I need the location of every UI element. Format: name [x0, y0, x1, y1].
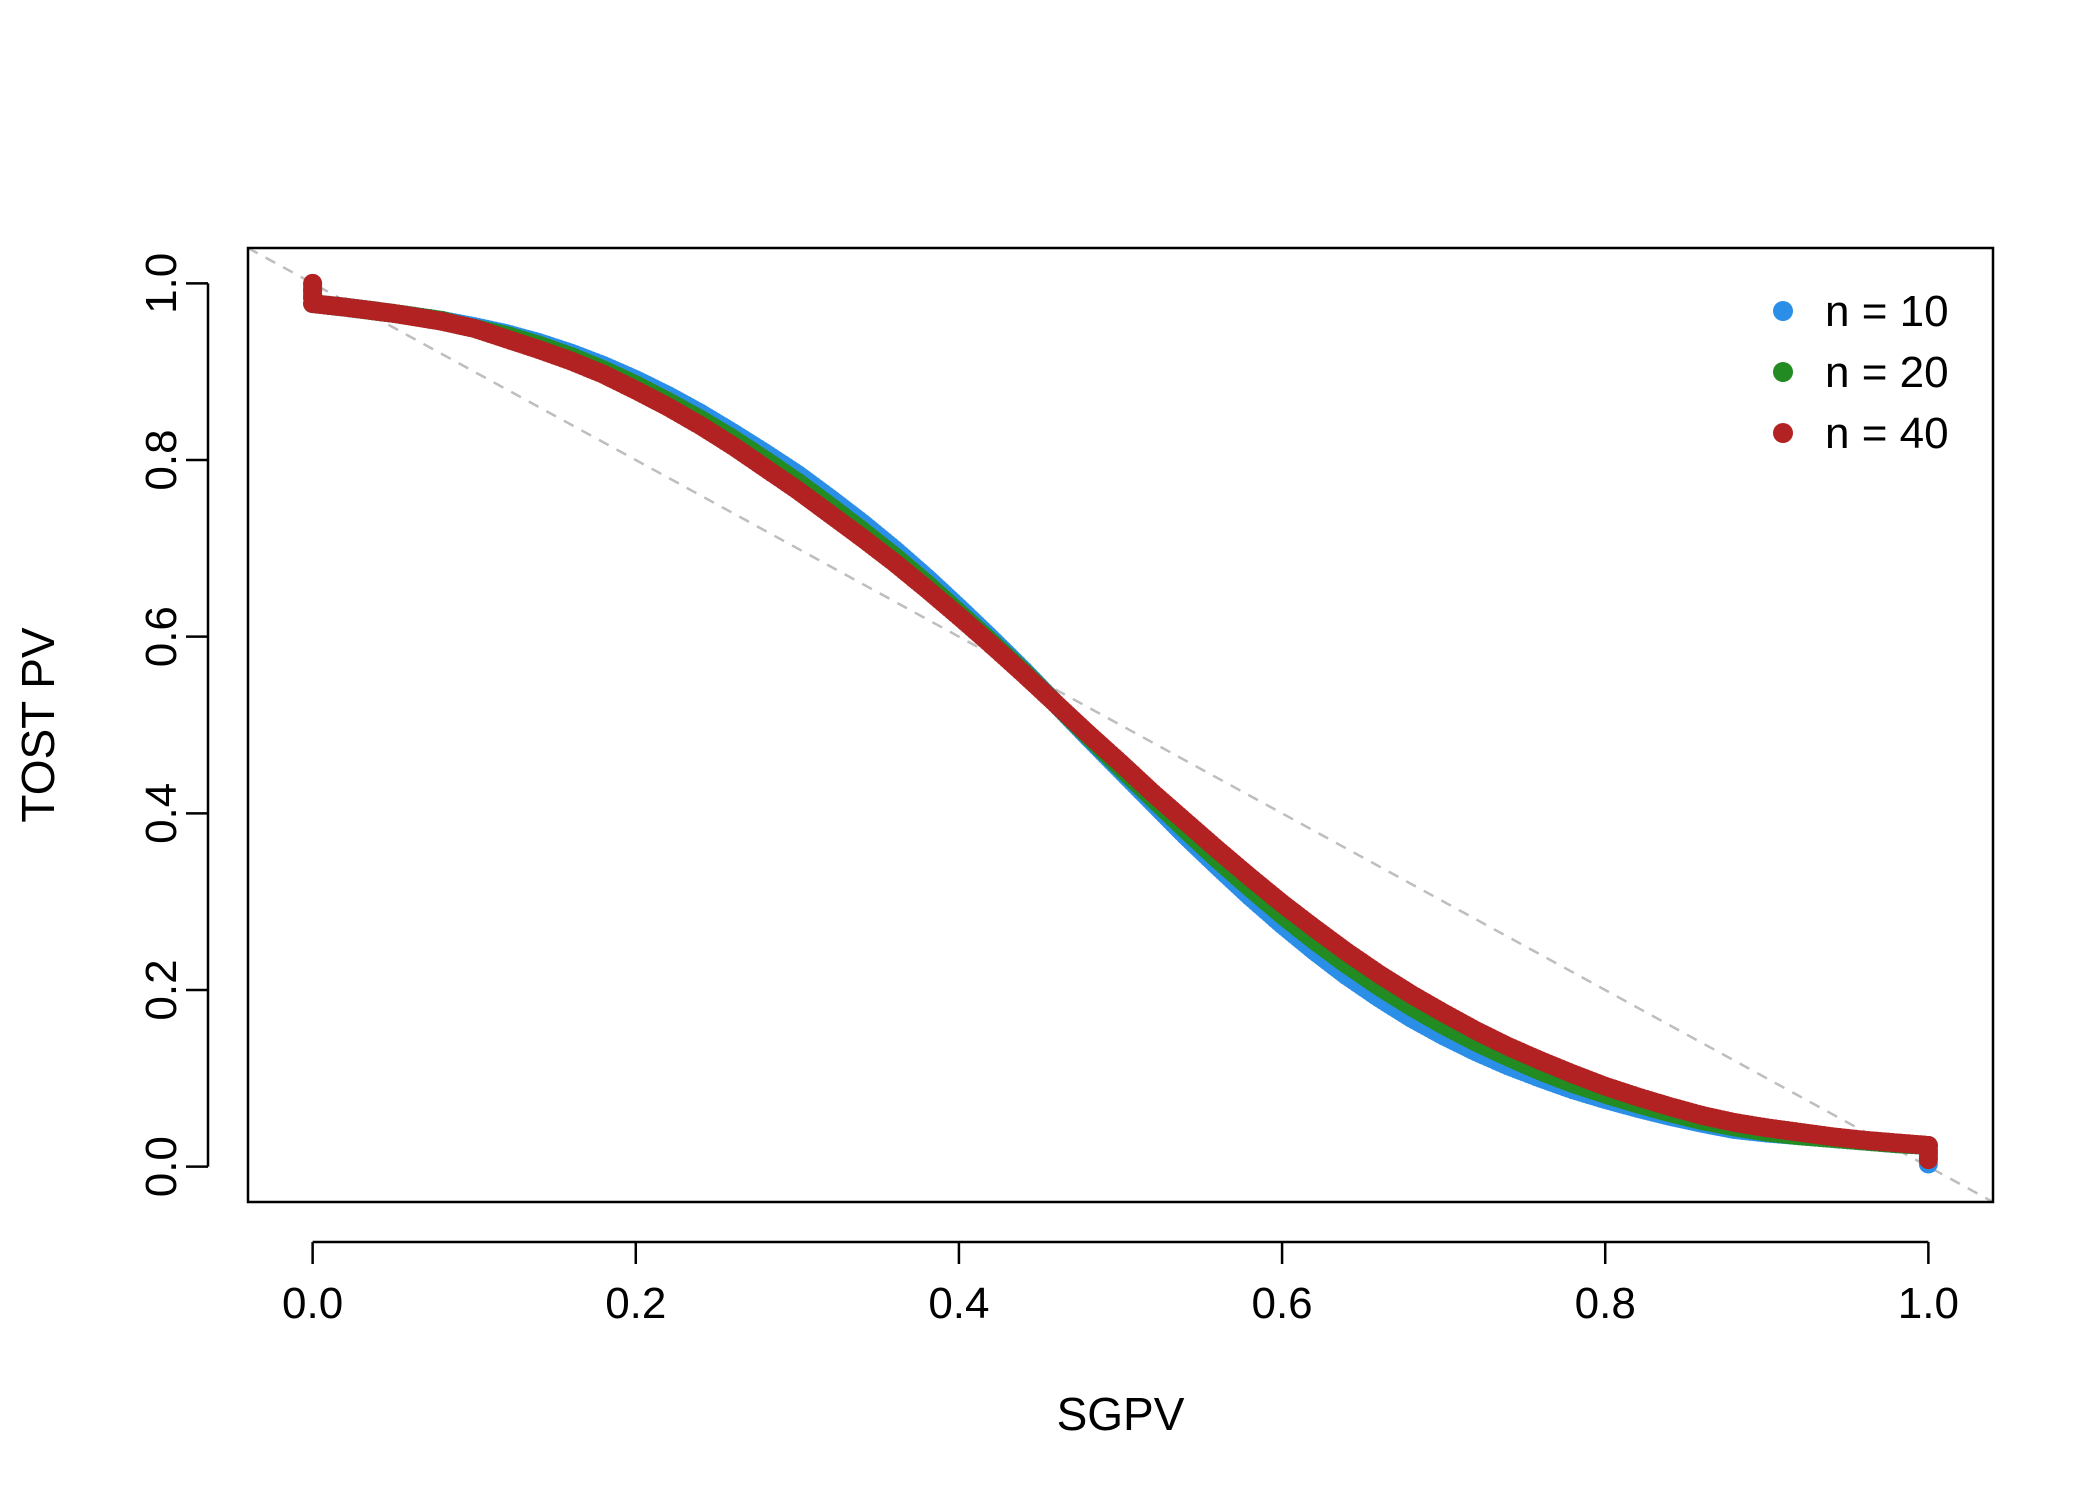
x-tick-label: 1.0: [1898, 1279, 1959, 1328]
points-layer: [303, 273, 1938, 1174]
legend-marker: [1773, 301, 1793, 321]
legend-label: n = 10: [1825, 287, 1949, 336]
y-tick-label: 0.6: [137, 606, 186, 667]
y-tick-label: 0.0: [137, 1136, 186, 1197]
reference-diagonal-line: [247, 246, 1994, 1204]
data-point: [1918, 1150, 1938, 1170]
series-2: [303, 276, 1938, 1168]
x-tick-label: 0.6: [1251, 1279, 1312, 1328]
x-tick-label: 0.2: [605, 1279, 666, 1328]
y-tick-label: 0.4: [137, 783, 186, 844]
legend: n = 10 n = 20 n = 40: [1773, 287, 1949, 458]
x-axis: 0.0 0.2 0.4 0.6 0.8 1.0: [282, 1240, 1959, 1328]
x-axis-label: SGPV: [1057, 1388, 1185, 1440]
x-tick-label: 0.8: [1575, 1279, 1636, 1328]
y-tick-label: 0.8: [137, 429, 186, 490]
legend-marker: [1773, 362, 1793, 382]
x-tick-label: 0.0: [282, 1279, 343, 1328]
legend-label: n = 40: [1825, 409, 1949, 458]
legend-label: n = 20: [1825, 348, 1949, 397]
legend-marker: [1773, 423, 1793, 443]
plot-frame: [246, 246, 1995, 1204]
y-tick-label: 0.2: [137, 959, 186, 1020]
reference-line-layer: [247, 246, 1994, 1204]
y-axis: 0.0 0.2 0.4 0.6 0.8 1.0: [137, 253, 210, 1197]
y-axis-label: TOST PV: [12, 627, 64, 822]
x-tick-label: 0.4: [928, 1279, 989, 1328]
y-tick-label: 1.0: [137, 253, 186, 314]
series-3: [303, 273, 1938, 1170]
